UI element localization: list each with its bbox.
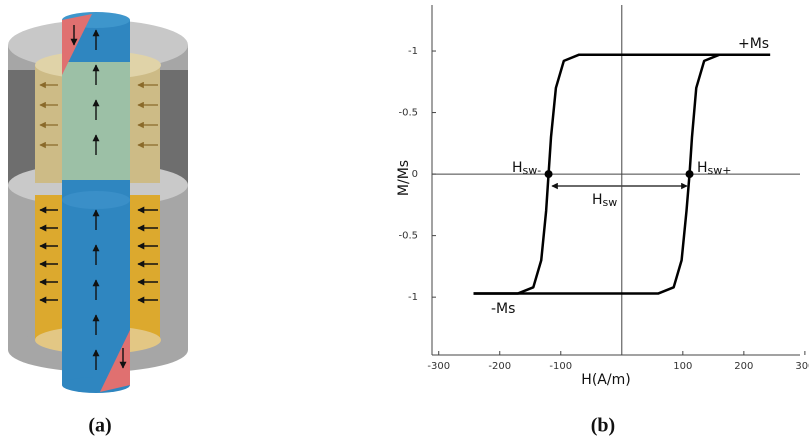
x-tick-label: -300 <box>427 361 450 372</box>
switching-point <box>685 170 694 179</box>
annotation: -Ms <box>491 301 515 317</box>
y-axis-label: M/Ms <box>396 160 412 196</box>
y-tick-label: -1 <box>408 46 418 57</box>
annotation-sub: sw+ <box>708 164 732 177</box>
y-tick-label: 0 <box>412 169 418 180</box>
x-tick-label: -100 <box>549 361 572 372</box>
annotation-text: H <box>512 160 523 176</box>
annotation: Hsw <box>592 192 617 209</box>
switching-point <box>544 170 553 179</box>
y-tick-label: -0.5 <box>398 231 418 242</box>
cylinder-diagram <box>8 12 188 393</box>
x-tick-label: -200 <box>488 361 511 372</box>
y-tick-label: -0.5 <box>398 108 418 119</box>
annotation-sub: sw <box>603 196 618 209</box>
annotation-text: H <box>592 192 603 208</box>
annotation-text: H <box>697 160 708 176</box>
x-tick-label: 100 <box>673 361 692 372</box>
y-tick-label: -1 <box>408 292 418 303</box>
panel-label: (a) <box>88 415 111 437</box>
x-axis-label: H(A/m) <box>581 372 630 388</box>
x-tick-label: 200 <box>734 361 753 372</box>
panel-label: (b) <box>591 415 615 437</box>
annotation: +Ms <box>738 36 769 52</box>
x-tick-label: 300 <box>795 361 809 372</box>
annotation-sub: sw- <box>523 164 542 177</box>
